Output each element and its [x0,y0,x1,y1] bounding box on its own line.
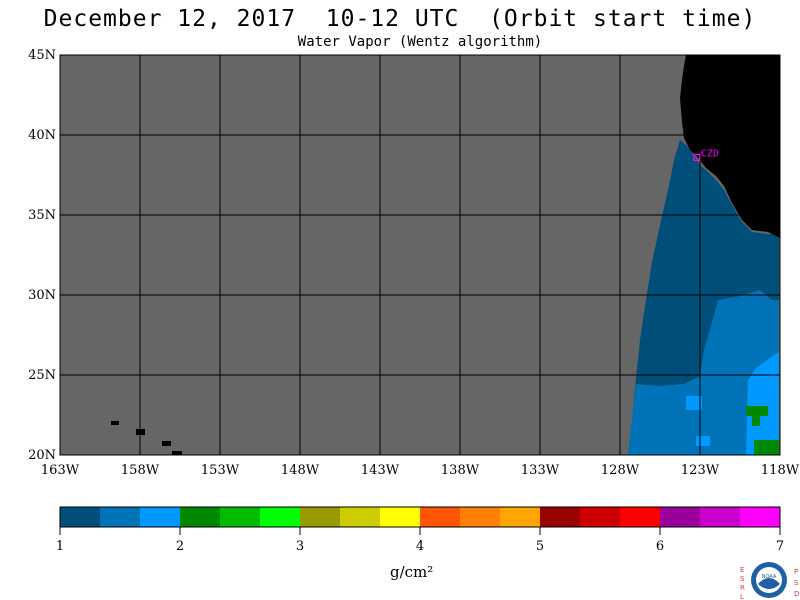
color-scale-swatch [500,507,540,527]
latitude-labels: 45N 40N 35N 30N 25N 20N [28,48,56,463]
chart-title: December 12, 2017 10-12 UTC (Orbit start… [43,6,757,32]
water-vapor-swath-mid [628,290,779,455]
color-scale-swatch [700,507,740,527]
svg-text:R: R [740,584,745,592]
color-scale-tick-label: 7 [776,539,784,554]
color-scale-swatch [180,507,220,527]
color-scale-swatch [460,507,500,527]
svg-text:D: D [794,590,799,598]
color-scale-tick-label: 5 [536,539,544,554]
lon-label: 143W [361,463,400,478]
color-scale [59,506,781,528]
svg-text:L: L [740,593,744,600]
color-scale-swatch [60,507,100,527]
color-scale-swatch [740,507,780,527]
color-scale-swatch [660,507,700,527]
color-scale-swatch [140,507,180,527]
color-scale-swatch [100,507,140,527]
lon-label: 118W [761,463,800,478]
lat-label: 30N [28,288,56,303]
lon-label: 123W [681,463,720,478]
svg-text:E: E [740,566,744,574]
color-scale-tick-label: 2 [176,539,184,554]
lon-label: 163W [41,463,80,478]
color-scale-swatch [420,507,460,527]
color-scale-tick-label: 3 [296,539,304,554]
color-scale-tick-label: 4 [416,539,424,554]
water-vapor-green-patch [746,406,768,416]
water-vapor-patch [686,396,702,410]
water-vapor-green-patch [754,440,779,455]
color-scale-swatch [220,507,260,527]
lon-label: 138W [441,463,480,478]
svg-text:S: S [794,579,799,587]
chart-subtitle: Water Vapor (Wentz algorithm) [297,34,543,50]
station-label: CZD [701,148,719,159]
svg-text:S: S [740,575,745,583]
lat-label: 20N [28,448,56,463]
lon-label: 128W [601,463,640,478]
station-marker-czd[interactable]: CZD [693,148,719,161]
color-scale-swatch [620,507,660,527]
lat-label: 35N [28,208,56,223]
lat-label: 40N [28,128,56,143]
lon-label: 153W [201,463,240,478]
longitude-labels: 163W 158W 153W 148W 143W 138W 133W 128W 123W 118W [41,463,800,478]
color-scale-swatch [260,507,300,527]
map-gridlines [60,55,780,455]
color-scale-swatch [380,507,420,527]
svg-text:P: P [794,568,798,576]
water-vapor-patch [696,436,710,446]
lon-label: 148W [281,463,320,478]
color-scale-tick-label: 1 [56,539,64,554]
land-mass [680,55,780,238]
lon-label: 158W [121,463,160,478]
color-scale-labels: 1 2 3 4 5 6 7 [56,527,784,554]
svg-text:NOAA: NOAA [762,574,777,580]
map-frame [59,54,781,456]
color-scale-swatch [340,507,380,527]
color-scale-unit: g/cm² [390,563,434,581]
water-vapor-green-patch [752,416,760,426]
color-scale-tick-label: 6 [656,539,664,554]
color-scale-swatch [300,507,340,527]
lon-label: 133W [521,463,560,478]
color-scale-swatch [540,507,580,527]
lat-label: 45N [28,48,56,63]
water-vapor-swath-high [746,352,779,455]
color-scale-swatch [580,507,620,527]
lat-label: 25N [28,368,56,383]
